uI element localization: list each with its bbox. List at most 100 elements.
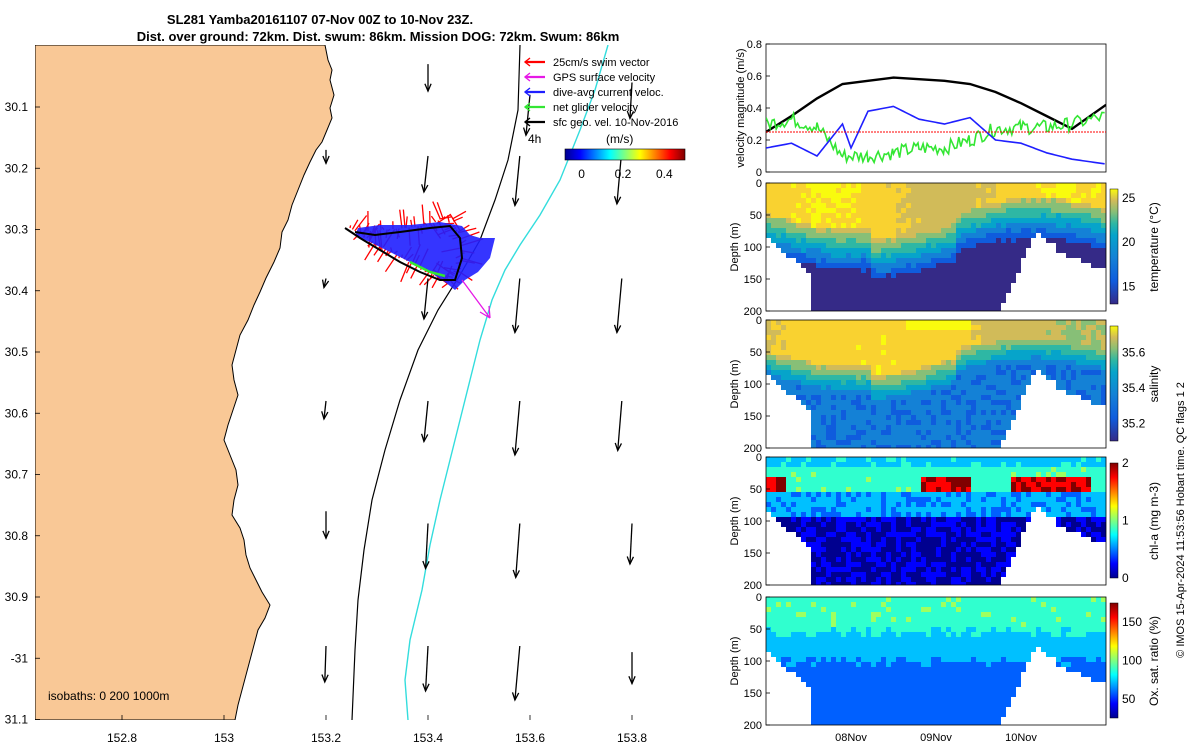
section-cell — [881, 467, 886, 472]
section-cell — [831, 642, 836, 647]
section-cell — [926, 238, 931, 243]
section-cell — [966, 420, 971, 425]
section-cell — [916, 360, 921, 365]
section-cell — [856, 415, 861, 420]
section-cell — [871, 395, 876, 400]
section-cell — [971, 193, 976, 198]
section-cell — [1006, 547, 1011, 552]
section-cell — [966, 517, 971, 522]
section-cell — [911, 400, 916, 405]
section-cell — [1096, 462, 1101, 467]
section-cell — [856, 457, 861, 462]
section-cell — [1076, 183, 1081, 188]
section-cell — [1061, 497, 1066, 502]
section-cell — [991, 457, 996, 462]
section-cell — [1081, 517, 1086, 522]
section-cell — [891, 258, 896, 263]
section-cell — [786, 335, 791, 340]
section-cell — [1101, 522, 1106, 527]
section-cell — [771, 228, 776, 233]
section-cell — [981, 552, 986, 557]
section-cell — [941, 512, 946, 517]
section-cell — [841, 512, 846, 517]
section-cell — [1066, 365, 1071, 370]
section-cell — [806, 662, 811, 667]
section-cell — [861, 582, 866, 585]
swim-vector — [354, 215, 368, 232]
section-cell — [766, 345, 771, 350]
section-cell — [941, 345, 946, 350]
section-cell — [821, 712, 826, 717]
section-cell — [786, 375, 791, 380]
section-cell — [971, 415, 976, 420]
section-cell — [971, 527, 976, 532]
section-cell — [951, 527, 956, 532]
section-cell — [931, 532, 936, 537]
section-cell — [911, 360, 916, 365]
section-cell — [881, 562, 886, 567]
section-cell — [981, 537, 986, 542]
section-cell — [846, 218, 851, 223]
section-cell — [886, 293, 891, 298]
section-cell — [936, 567, 941, 572]
section-cell — [956, 268, 961, 273]
section-cell — [891, 390, 896, 395]
section-cell — [1016, 522, 1021, 527]
section-cell — [1061, 228, 1066, 233]
section-cell — [996, 370, 1001, 375]
section-cell — [826, 632, 831, 637]
section-cell — [811, 637, 816, 642]
section-cell — [846, 298, 851, 303]
section-cell — [821, 617, 826, 622]
section-cell — [921, 355, 926, 360]
section-cell — [986, 293, 991, 298]
section-cell — [1016, 243, 1021, 248]
section-cell — [991, 415, 996, 420]
swim-vector — [410, 266, 418, 279]
section-cell — [966, 582, 971, 585]
section-cell — [961, 507, 966, 512]
section-cell — [1006, 223, 1011, 228]
section-cell — [971, 385, 976, 390]
section-cell — [796, 647, 801, 652]
section-cell — [876, 420, 881, 425]
section-cell — [1031, 223, 1036, 228]
section-cell — [926, 308, 931, 311]
section-cell — [866, 355, 871, 360]
section-cell — [1056, 228, 1061, 233]
section-cell — [886, 482, 891, 487]
section-cell — [986, 532, 991, 537]
section-cell — [991, 273, 996, 278]
section-cell — [796, 355, 801, 360]
section-cell — [871, 477, 876, 482]
section-cell — [976, 420, 981, 425]
section-cell — [1066, 238, 1071, 243]
section-cell — [976, 497, 981, 502]
section-cell — [786, 667, 791, 672]
section-cell — [986, 335, 991, 340]
section-cell — [951, 308, 956, 311]
section-cell — [1091, 320, 1096, 325]
section-cell — [816, 707, 821, 712]
section-cell — [866, 567, 871, 572]
section-cell — [976, 360, 981, 365]
section-cell — [1066, 335, 1071, 340]
section-cell — [946, 188, 951, 193]
section-cell — [816, 552, 821, 557]
section-cell — [891, 492, 896, 497]
section-cell — [836, 617, 841, 622]
section-cell — [996, 345, 1001, 350]
section-cell — [861, 472, 866, 477]
section-cell — [771, 597, 776, 602]
section-cell — [866, 467, 871, 472]
section-cell — [946, 320, 951, 325]
section-cell — [906, 405, 911, 410]
section-cell — [1071, 512, 1076, 517]
section-cell — [996, 415, 1001, 420]
section-cell — [1071, 228, 1076, 233]
section-cell — [851, 692, 856, 697]
section-cell — [991, 517, 996, 522]
section-cell — [816, 472, 821, 477]
section-cell — [961, 395, 966, 400]
section-cell — [981, 268, 986, 273]
